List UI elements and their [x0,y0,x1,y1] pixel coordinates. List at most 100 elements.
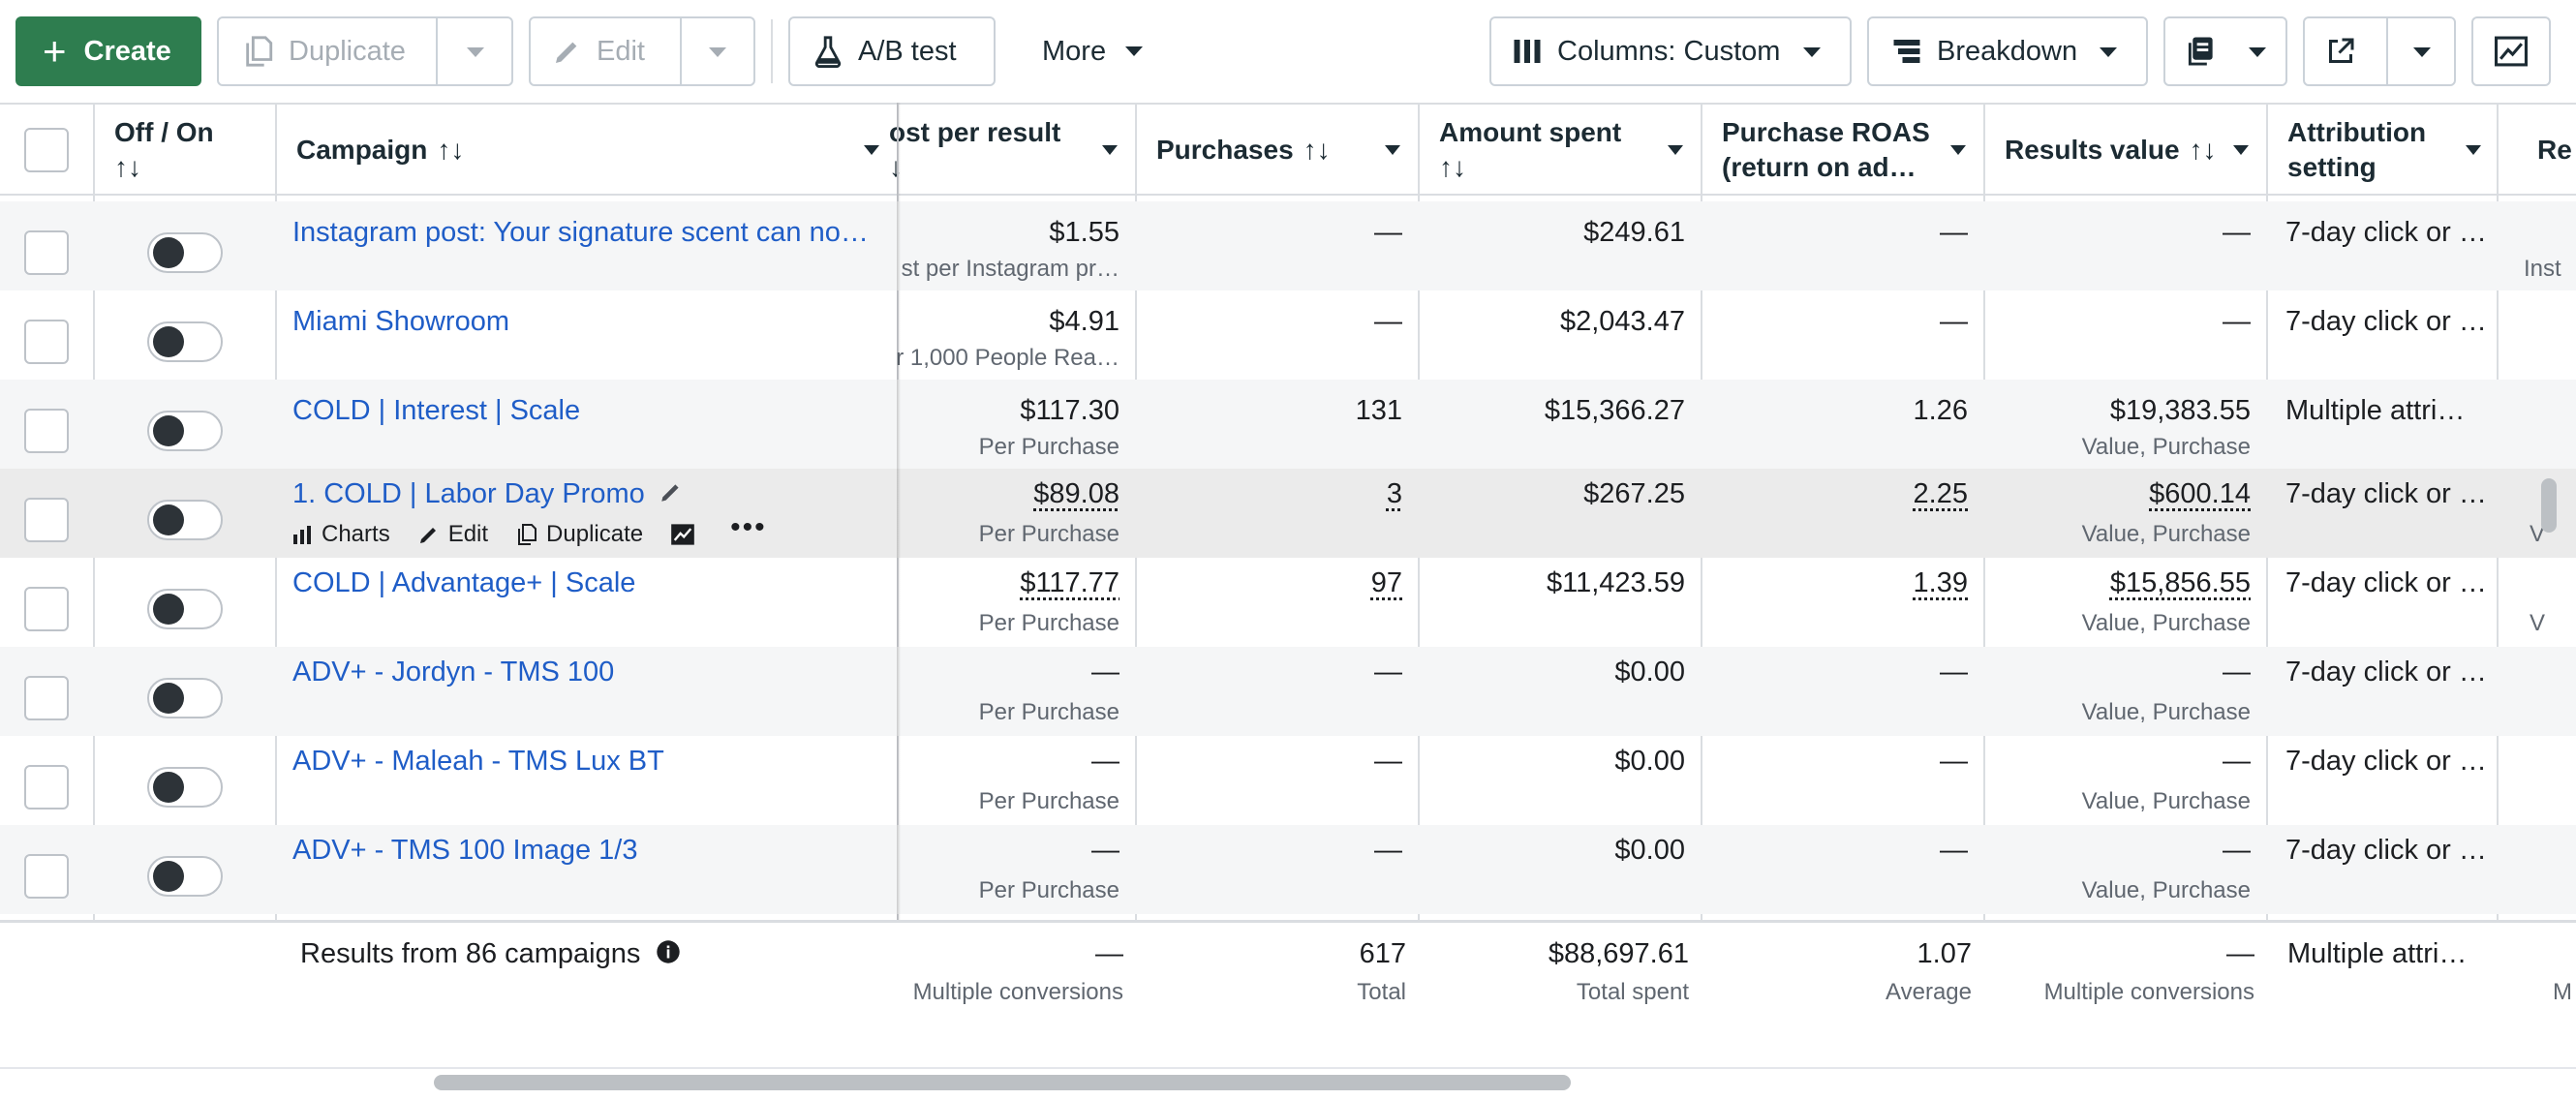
table-row-hovered[interactable]: 1. COLD | Labor Day Promo Charts Edit Du… [0,469,2576,558]
ab-test-button[interactable]: A/B test [788,16,996,86]
column-header-amount-spent[interactable]: Amount spent ↑↓ [1439,105,1621,196]
duplicate-action[interactable]: Duplicate [515,521,643,548]
export-button[interactable] [2303,16,2456,86]
cutoff-value: V [2530,610,2546,636]
cost-per-result-value: — [1091,657,1119,688]
export-dropdown-icon[interactable] [2413,47,2431,57]
total-amount-spent: $88,697.61 [1548,938,1689,969]
campaign-toggle[interactable] [147,232,223,273]
edit-dropdown-icon[interactable] [709,47,726,57]
row-checkbox[interactable] [24,409,69,453]
results-value-value[interactable]: $600.14 [2149,478,2251,509]
charts-action[interactable]: Charts [292,521,390,548]
column-header-cost-per-result[interactable]: ost per result ↓ [889,105,1060,196]
roas-value: — [1940,306,1968,337]
column-header-results-value[interactable]: Results value ↑↓ [2005,105,2217,196]
table-row[interactable]: Miami Showroom $4.91 r 1,000 People Rea…… [0,290,2576,380]
cost-per-result-value[interactable]: $117.77 [1020,567,1119,598]
roas-value[interactable]: 1.39 [1913,567,1968,598]
columns-label: Columns: Custom [1557,35,1781,67]
frozen-column-shadow [897,103,901,1067]
campaign-toggle[interactable] [147,500,223,540]
campaign-toggle[interactable] [147,856,223,897]
column-menu-icon[interactable] [1102,145,1118,155]
split-divider [436,18,438,84]
results-value-value: — [2223,746,2251,777]
campaign-toggle[interactable] [147,589,223,629]
columns-button[interactable]: Columns: Custom [1489,16,1852,86]
campaign-toggle[interactable] [147,411,223,451]
campaign-name-link[interactable]: Instagram post: Your signature scent can… [292,217,869,248]
pencil-icon[interactable] [659,479,684,504]
column-menu-icon[interactable] [1385,145,1400,155]
table-row[interactable]: COLD | Advantage+ | Scale $117.77 Per Pu… [0,558,2576,647]
results-value-value[interactable]: $15,856.55 [2109,567,2251,598]
column-header-campaign[interactable]: Campaign ↑↓ [296,105,464,196]
campaign-name-link[interactable]: COLD | Advantage+ | Scale [292,567,636,598]
total-results-value: — [2226,938,2254,969]
row-checkbox[interactable] [24,230,69,275]
campaign-name-link[interactable]: ADV+ - Jordyn - TMS 100 [292,657,615,688]
column-menu-icon[interactable] [864,145,879,155]
table-row[interactable]: Instagram post: Your signature scent can… [0,201,2576,290]
campaign-name-link[interactable]: ADV+ - Maleah - TMS Lux BT [292,746,664,777]
row-checkbox[interactable] [24,676,69,720]
campaign-name-link[interactable]: 1. COLD | Labor Day Promo [292,478,684,510]
amount-spent-value: $11,423.59 [1547,567,1685,598]
table-row[interactable]: ADV+ - Jordyn - TMS 100 — Per Purchase —… [0,647,2576,736]
column-menu-icon[interactable] [1950,145,1966,155]
amount-spent-value: $0.00 [1614,746,1685,777]
column-menu-icon[interactable] [1668,145,1683,155]
edit-action[interactable]: Edit [417,521,488,548]
purchases-value[interactable]: 3 [1386,478,1402,509]
duplicate-button[interactable]: Duplicate [217,16,513,86]
table-row[interactable]: ADV+ - Maleah - TMS Lux BT — Per Purchas… [0,736,2576,825]
results-count-text: Results from 86 campaigns [300,938,641,969]
roas-value: — [1940,217,1968,248]
column-header-purchase-roas[interactable]: Purchase ROAS (return on ad… [1722,105,1930,196]
duplicate-dropdown-icon[interactable] [467,47,484,57]
column-header-purchases[interactable]: Purchases ↑↓ [1156,105,1331,196]
create-button[interactable]: + Create [15,16,201,86]
campaign-name-link[interactable]: Miami Showroom [292,306,509,337]
roas-value: — [1940,657,1968,688]
info-icon[interactable] [656,939,681,964]
edit-button[interactable]: Edit [529,16,755,86]
campaign-toggle[interactable] [147,767,223,808]
trend-action[interactable] [670,523,703,546]
chevron-down-icon [2100,47,2117,57]
vertical-scrollbar-thumb[interactable] [2541,478,2557,533]
row-checkbox[interactable] [24,498,69,542]
column-menu-icon[interactable] [2466,145,2481,155]
cost-per-result-value[interactable]: $89.08 [1033,478,1119,509]
select-all-checkbox[interactable] [24,128,69,172]
more-button[interactable]: More [1042,16,1144,86]
roas-label-line2: (return on ad… [1722,152,1917,182]
breakdown-button[interactable]: Breakdown [1867,16,2148,86]
column-header-off-on[interactable]: Off / On ↑↓ [114,105,214,196]
campaign-toggle[interactable] [147,321,223,362]
purchases-value[interactable]: 97 [1370,567,1402,598]
attribution-value: 7-day click or … [2285,835,2487,866]
table-row[interactable]: COLD | Interest | Scale $117.30 Per Purc… [0,380,2576,469]
column-header-cutoff[interactable]: Re [2537,105,2572,196]
campaign-name-link[interactable]: COLD | Interest | Scale [292,395,581,426]
more-options-icon[interactable]: ••• [730,511,767,543]
roas-value[interactable]: 2.25 [1913,478,1968,509]
row-checkbox[interactable] [24,854,69,899]
roas-value: — [1940,746,1968,777]
horizontal-scrollbar-thumb[interactable] [434,1075,1571,1090]
chart-view-button[interactable] [2471,16,2551,86]
export-icon [2329,38,2354,63]
reports-button[interactable] [2163,16,2287,86]
table-row[interactable]: ADV+ - TMS 100 Image 1/3 — Per Purchase … [0,825,2576,914]
column-divider [1418,103,1420,1067]
row-checkbox[interactable] [24,320,69,364]
row-checkbox[interactable] [24,765,69,810]
campaign-name-link[interactable]: ADV+ - TMS 100 Image 1/3 [292,835,638,866]
split-divider [2386,18,2388,84]
row-checkbox[interactable] [24,587,69,631]
column-header-attribution[interactable]: Attribution setting [2287,105,2426,196]
campaign-toggle[interactable] [147,678,223,718]
column-menu-icon[interactable] [2233,145,2249,155]
